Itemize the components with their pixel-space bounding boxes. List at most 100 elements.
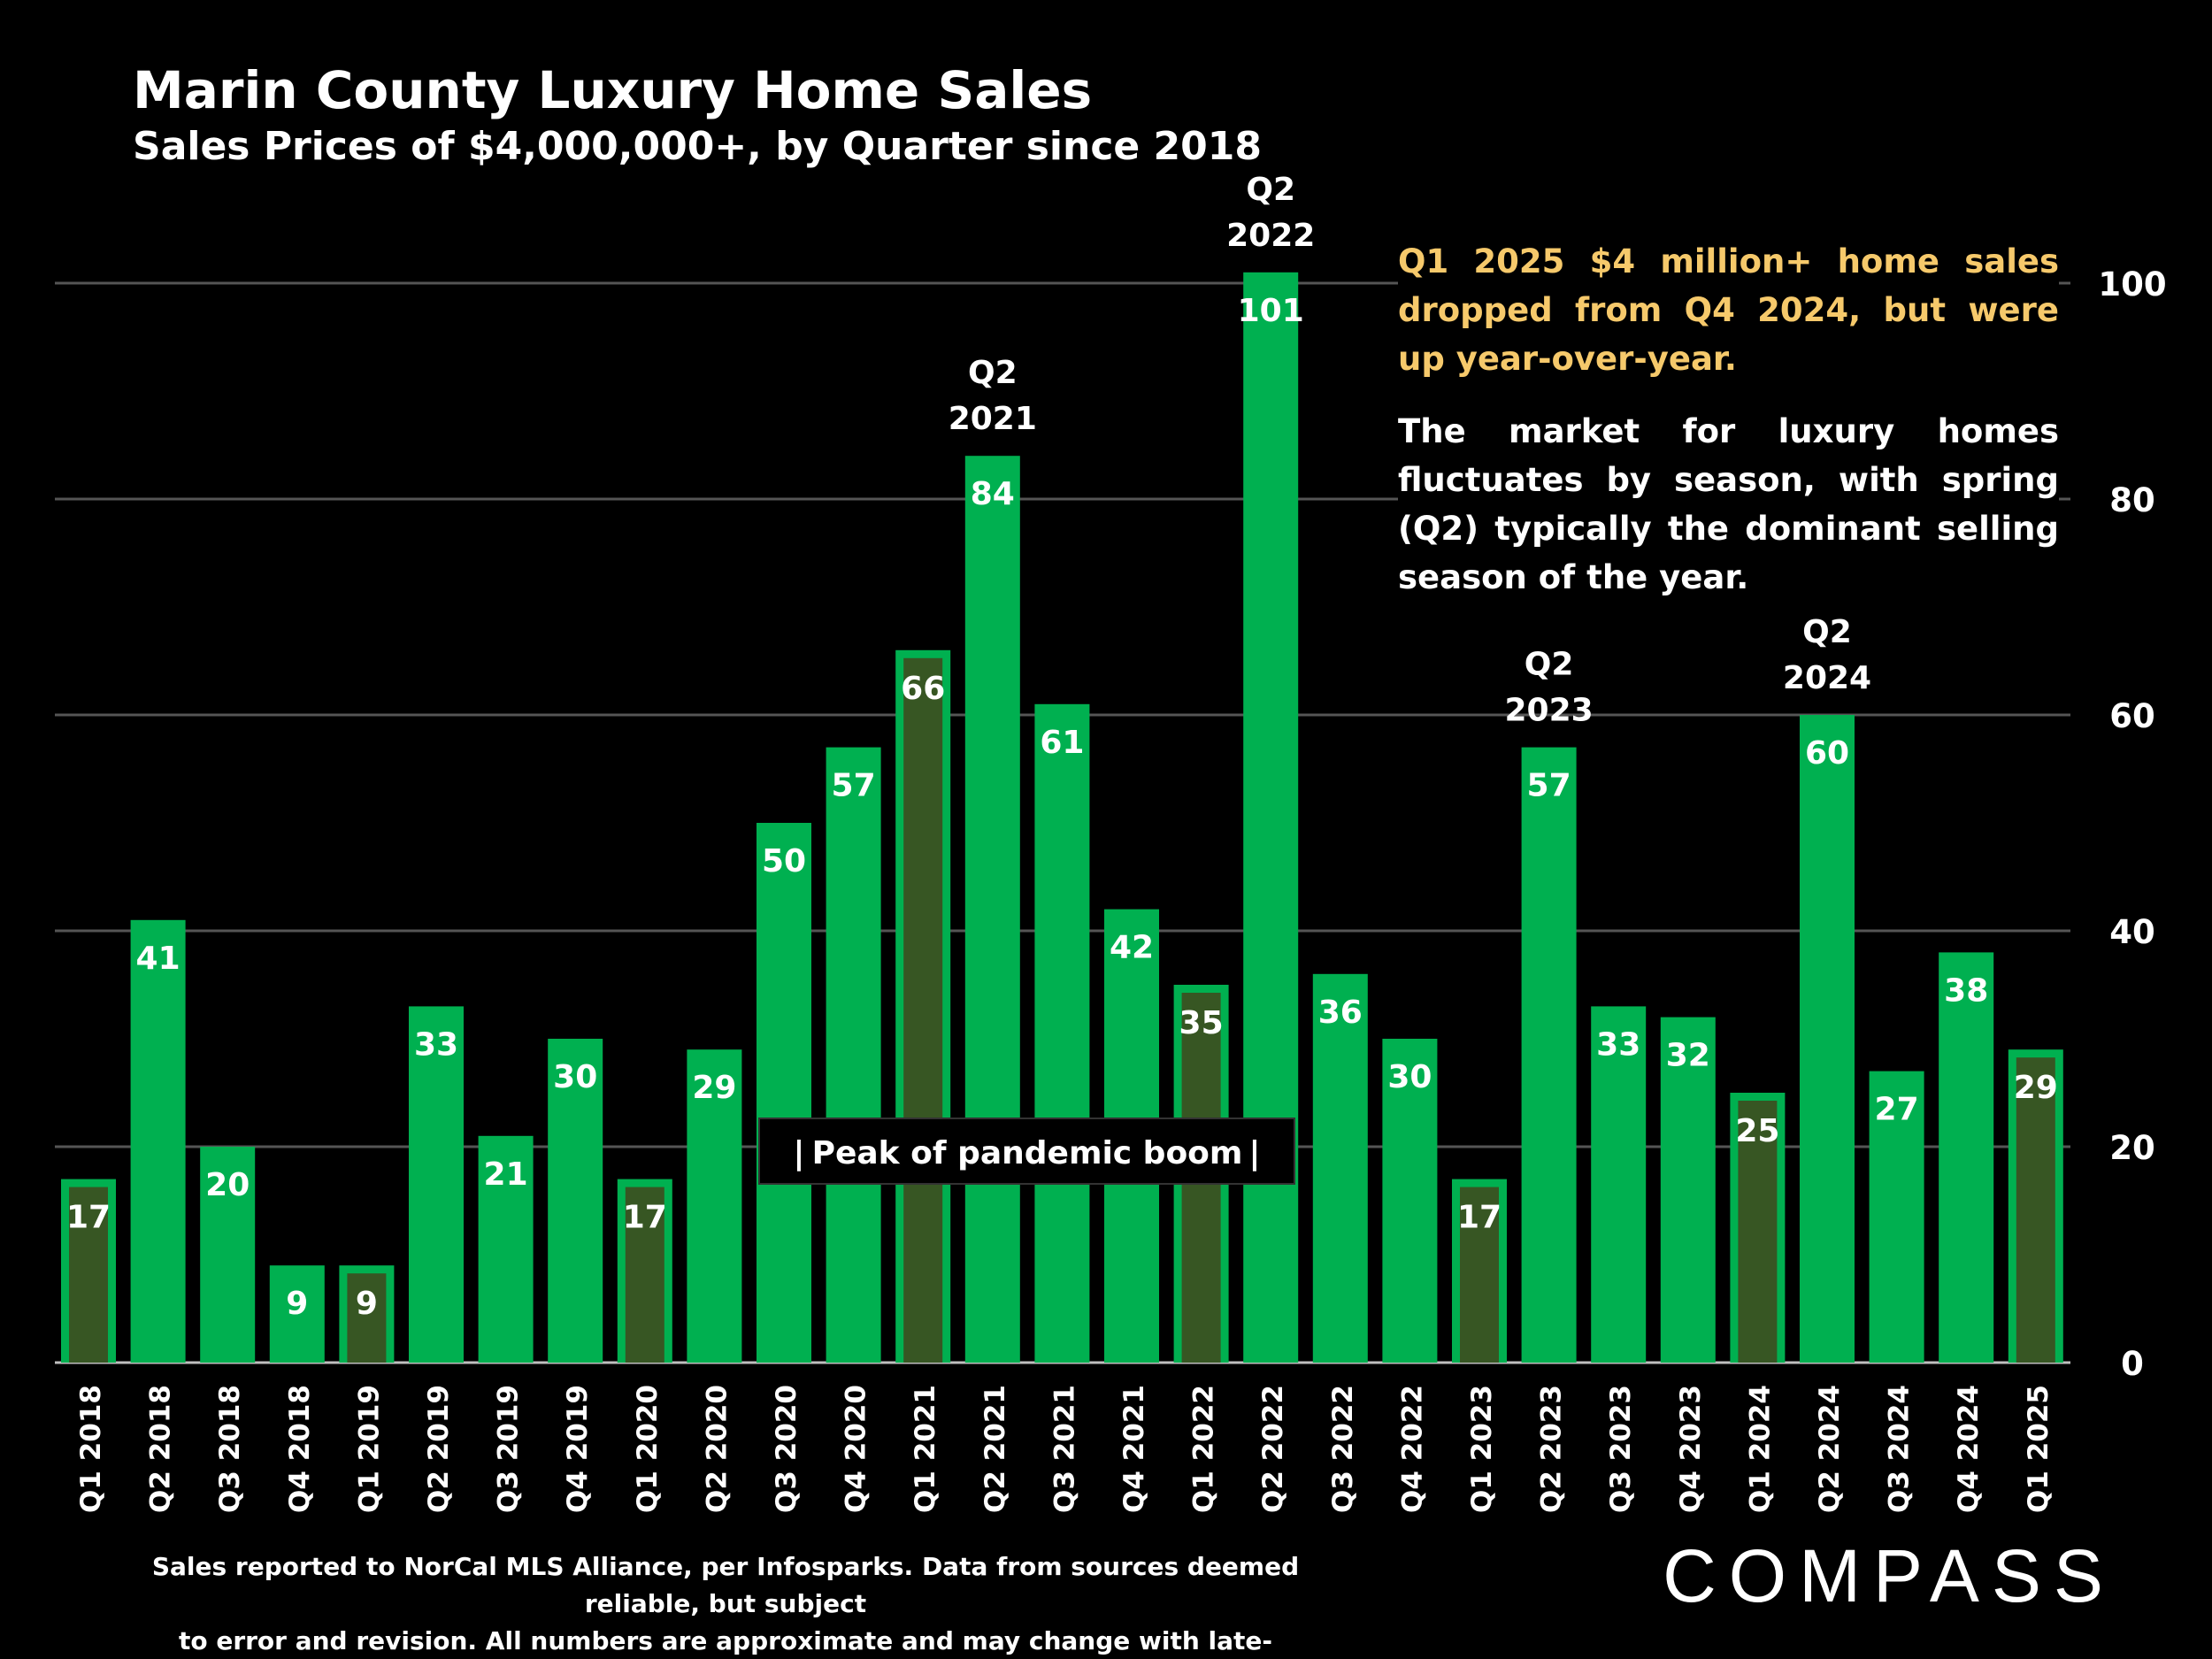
bar-q2-2023 bbox=[1521, 747, 1577, 1363]
bar-q3-2020 bbox=[757, 823, 811, 1363]
category-label: Q2 2019 bbox=[423, 1385, 455, 1513]
y-tick-label: 60 bbox=[2109, 697, 2155, 735]
category-label: Q2 2020 bbox=[701, 1385, 733, 1513]
bar-q3-2023 bbox=[1591, 1006, 1647, 1363]
value-label: 41 bbox=[136, 941, 180, 977]
category-label: Q3 2018 bbox=[214, 1385, 246, 1513]
value-label: 38 bbox=[1944, 972, 1988, 1009]
bar-q4-2019 bbox=[548, 1039, 603, 1363]
bar-q1-highlight bbox=[903, 657, 943, 1363]
category-label: Q2 2021 bbox=[979, 1385, 1011, 1513]
logo-text: COMPASS bbox=[1663, 1534, 2116, 1617]
peak-label-quarter: Q2 bbox=[968, 355, 1018, 391]
bar-q3-2018 bbox=[200, 1147, 256, 1363]
peak-label-quarter: Q2 bbox=[1525, 647, 1574, 683]
bar-q3-2021 bbox=[1034, 703, 1090, 1363]
value-label: 9 bbox=[286, 1286, 308, 1322]
y-tick-label: 80 bbox=[2109, 481, 2155, 519]
value-label: 57 bbox=[1527, 768, 1571, 804]
category-label: Q4 2023 bbox=[1675, 1385, 1707, 1513]
category-label: Q3 2023 bbox=[1605, 1385, 1637, 1513]
bar-q1-highlight bbox=[1738, 1101, 1778, 1363]
bar-q4-2018 bbox=[269, 1265, 325, 1363]
category-label: Q1 2024 bbox=[1744, 1385, 1776, 1513]
value-label: 20 bbox=[205, 1167, 250, 1203]
category-label: Q2 2022 bbox=[1257, 1385, 1289, 1513]
pandemic-box-left-bar: | bbox=[793, 1135, 804, 1171]
value-label: 42 bbox=[1110, 930, 1154, 966]
value-label: 101 bbox=[1238, 293, 1304, 329]
chart-title: Marin County Luxury Home Sales bbox=[133, 60, 1093, 120]
peak-label-quarter: Q2 bbox=[1802, 614, 1852, 650]
value-label: 17 bbox=[66, 1200, 111, 1236]
chart-subtitle: Sales Prices of $4,000,000+, by Quarter … bbox=[133, 124, 1263, 169]
peak-label-year: 2024 bbox=[1783, 660, 1871, 696]
category-label: Q4 2021 bbox=[1118, 1385, 1150, 1513]
bar-q3-2024 bbox=[1869, 1071, 1924, 1363]
bar-q2-2018 bbox=[130, 919, 186, 1363]
category-label: Q1 2023 bbox=[1466, 1385, 1498, 1513]
bar-q2-2022 bbox=[1243, 272, 1299, 1363]
peak-label-year: 2021 bbox=[949, 401, 1037, 437]
category-label: Q2 2024 bbox=[1814, 1385, 1846, 1513]
category-label: Q4 2020 bbox=[841, 1385, 872, 1513]
compass-logo: COMPASS bbox=[1663, 1534, 2116, 1617]
value-label: 29 bbox=[2014, 1070, 2058, 1106]
category-label: Q4 2019 bbox=[562, 1385, 594, 1513]
category-label: Q1 2018 bbox=[75, 1385, 107, 1513]
value-label: 84 bbox=[971, 476, 1015, 512]
category-label: Q1 2025 bbox=[2023, 1385, 2055, 1513]
y-tick-label: 100 bbox=[2098, 265, 2166, 303]
category-label: Q1 2020 bbox=[632, 1385, 664, 1513]
y-tick-label: 20 bbox=[2109, 1129, 2155, 1167]
peak-label-year: 2022 bbox=[1226, 218, 1315, 254]
note-highlight: Q1 2025 $4 million+ home sales dropped f… bbox=[1398, 237, 2059, 383]
y-tick-label: 0 bbox=[2121, 1345, 2144, 1383]
category-label: Q1 2022 bbox=[1188, 1385, 1220, 1513]
bar-q4-2023 bbox=[1660, 1017, 1716, 1363]
value-label: 66 bbox=[901, 671, 945, 707]
value-label: 61 bbox=[1040, 725, 1084, 761]
value-label: 21 bbox=[484, 1156, 528, 1193]
category-label: Q3 2021 bbox=[1048, 1385, 1080, 1513]
bar-q2-2024 bbox=[1800, 715, 1855, 1363]
value-label: 27 bbox=[1875, 1092, 1919, 1128]
source-footnote: Sales reported to NorCal MLS Alliance, p… bbox=[133, 1548, 1318, 1659]
value-label: 30 bbox=[553, 1059, 597, 1095]
value-label: 57 bbox=[832, 768, 876, 804]
category-label: Q4 2022 bbox=[1396, 1385, 1428, 1513]
bar-q4-2022 bbox=[1382, 1039, 1438, 1363]
category-label: Q3 2022 bbox=[1327, 1385, 1359, 1513]
value-label: 9 bbox=[356, 1286, 378, 1322]
footnote-line-2: to error and revision. All numbers are a… bbox=[178, 1626, 1273, 1655]
bar-q1-highlight bbox=[69, 1187, 108, 1363]
bar-q1-highlight bbox=[347, 1273, 387, 1363]
pandemic-box-label: Peak of pandemic boom bbox=[812, 1135, 1243, 1171]
value-label: 36 bbox=[1318, 995, 1363, 1031]
value-label: 33 bbox=[414, 1026, 458, 1063]
value-label: 33 bbox=[1596, 1026, 1640, 1063]
value-label: 17 bbox=[1457, 1200, 1502, 1236]
value-label: 30 bbox=[1387, 1059, 1432, 1095]
note-body: The market for luxury homes fluctuates b… bbox=[1398, 407, 2059, 602]
category-label: Q2 2018 bbox=[145, 1385, 177, 1513]
value-label: 35 bbox=[1179, 1005, 1224, 1041]
bar-q4-2020 bbox=[826, 747, 881, 1363]
value-label: 25 bbox=[1735, 1113, 1779, 1149]
category-label: Q1 2019 bbox=[353, 1385, 385, 1513]
bar-q2-2021 bbox=[964, 456, 1020, 1363]
category-label: Q3 2024 bbox=[1884, 1385, 1916, 1513]
value-label: 29 bbox=[692, 1070, 736, 1106]
category-label: Q2 2023 bbox=[1536, 1385, 1568, 1513]
bar-q1-highlight bbox=[625, 1187, 664, 1363]
category-label: Q1 2021 bbox=[910, 1385, 941, 1513]
bar-q3-2022 bbox=[1312, 973, 1368, 1363]
category-label: Q3 2019 bbox=[493, 1385, 525, 1513]
category-label: Q3 2020 bbox=[771, 1385, 803, 1513]
bar-q3-2019 bbox=[478, 1135, 534, 1363]
value-label: 32 bbox=[1666, 1038, 1710, 1074]
pandemic-box-right-bar: | bbox=[1248, 1135, 1260, 1171]
bar-q1-highlight bbox=[1460, 1187, 1499, 1363]
